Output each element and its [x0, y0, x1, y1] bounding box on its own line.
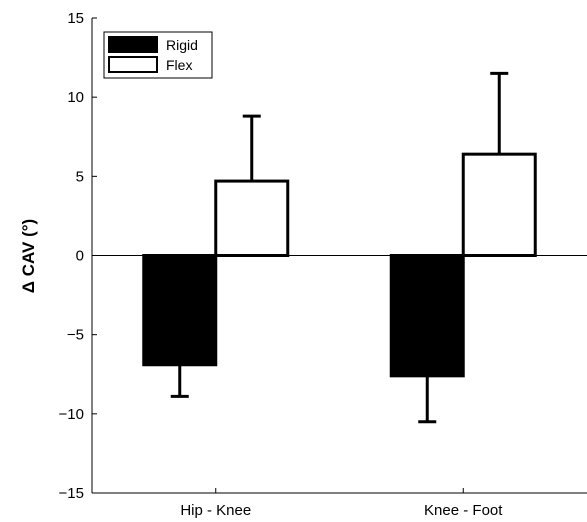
legend-label-flex: Flex [166, 57, 192, 73]
bar-rigid-2 [389, 254, 465, 378]
bar-flex-2 [461, 152, 537, 258]
y-tick-label: 5 [76, 168, 84, 185]
legend-swatch-rigid [108, 36, 158, 53]
x-tick-label: Knee - Foot [424, 502, 503, 519]
x-tick-label: Hip - Knee [180, 502, 251, 519]
y-tick-label: −15 [59, 485, 84, 502]
y-tick-label: 10 [67, 89, 84, 106]
legend-swatch-flex [108, 56, 158, 73]
legend: Rigid Flex [103, 31, 213, 79]
y-tick-label: −5 [67, 327, 84, 344]
plot-area: 15 10 5 0 −5 −10 −15 Hip - Knee Knee - Foot [59, 10, 587, 519]
bar-rigid-1 [142, 254, 218, 367]
legend-label-rigid: Rigid [166, 37, 198, 53]
y-axis-title: Δ CAV (°) [19, 219, 38, 293]
y-tick-label: 15 [67, 10, 84, 27]
y-tick-label: −10 [59, 406, 84, 423]
y-tick-label: 0 [76, 248, 84, 265]
bar-flex-1 [214, 179, 290, 257]
